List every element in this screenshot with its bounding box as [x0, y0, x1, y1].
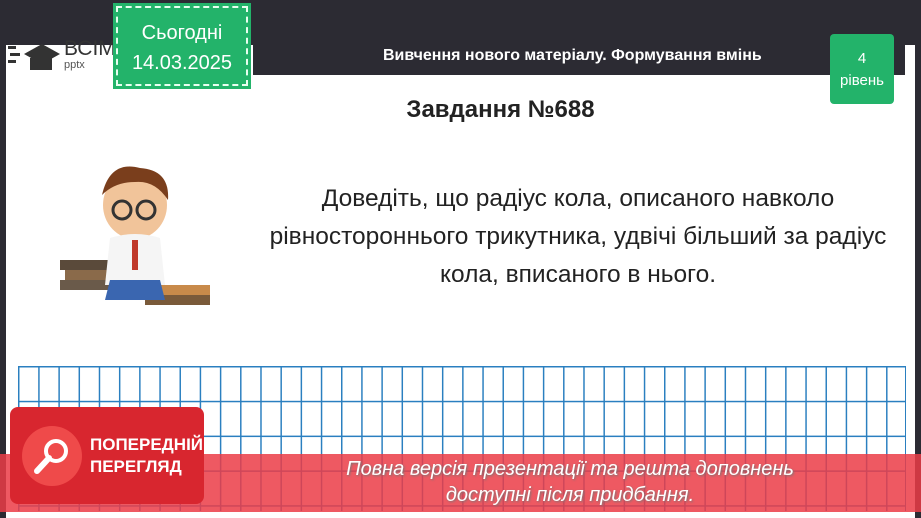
task-title: Завдання №688	[406, 96, 595, 123]
task-text: Доведіть, що радіус кола, описаного навк…	[269, 185, 887, 288]
preview-label-2: ПЕРЕГЛЯД	[90, 456, 182, 476]
date-label: Сьогодні	[141, 22, 223, 44]
magnifier-icon	[22, 425, 82, 486]
logo-name: ВСІМ	[64, 37, 116, 60]
lesson-header: Вивчення нового матеріалу. Формування вм…	[253, 37, 905, 75]
level-badge: 4 рівень	[830, 34, 894, 104]
date-badge: Сьогодні 14.03.2025	[113, 3, 251, 89]
logo: ВСІМ pptx	[8, 38, 116, 72]
purchase-notice: Повна версія презентації та решта доповн…	[240, 456, 900, 508]
header-title: Вивчення нового матеріалу. Формування вм…	[383, 47, 762, 64]
graduation-cap-icon	[8, 44, 60, 70]
notice-line-2: доступні після придбання.	[445, 484, 695, 506]
notice-line-1: Повна версія презентації та решта доповн…	[346, 458, 794, 480]
level-label: рівень	[840, 72, 884, 89]
level-number: 4	[857, 50, 867, 67]
logo-sub: pptx	[64, 59, 85, 71]
date-value: 14.03.2025	[131, 52, 233, 74]
student-illustration	[60, 166, 210, 305]
preview-badge[interactable]: ПОПЕРЕДНІЙ ПЕРЕГЛЯД	[10, 407, 204, 504]
preview-label-1: ПОПЕРЕДНІЙ	[90, 434, 204, 454]
